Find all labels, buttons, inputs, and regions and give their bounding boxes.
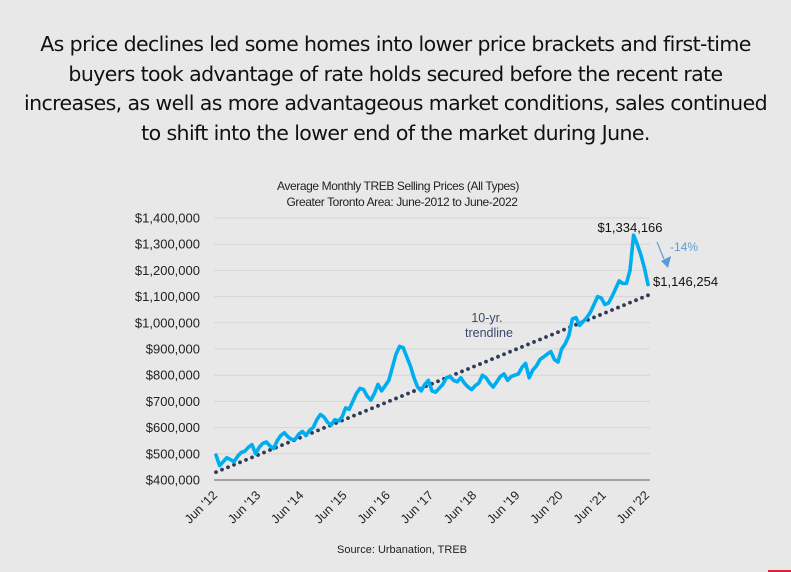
trendline-dot <box>610 308 614 312</box>
trendline-dot <box>214 470 218 475</box>
trendline-series <box>214 293 650 475</box>
x-tick-label: Jun '15 <box>312 488 350 526</box>
trendline-dot <box>616 305 620 310</box>
trendline-dot <box>388 399 392 403</box>
x-tick-label: Jun '12 <box>182 488 220 526</box>
trendline-dot <box>496 354 500 359</box>
trendline-dot <box>598 313 602 317</box>
trendline-dot <box>370 406 374 411</box>
trendline-dot <box>262 450 266 455</box>
y-tick-label: $700,000 <box>146 394 200 409</box>
y-axis-tick-labels: $400,000 $500,000 $600,000 $700,000 $800,000… <box>135 211 200 488</box>
trendline-dot <box>526 342 530 347</box>
trendline-dot <box>358 411 362 416</box>
decline-arrow-head <box>661 256 671 268</box>
trendline-label-line1: 10-yr. <box>471 311 502 325</box>
trendline-dot <box>550 332 554 337</box>
trendline-dot <box>436 379 440 384</box>
trendline-dot <box>514 347 518 352</box>
trendline-dot <box>604 310 608 315</box>
trendline-dot <box>364 408 368 413</box>
chart-title-group: Average Monthly TREB Selling Prices (All… <box>277 179 520 209</box>
trendline-dot <box>322 426 326 430</box>
y-tick-label: $900,000 <box>146 342 200 357</box>
trendline-dot <box>478 362 482 366</box>
trendline-dot <box>508 349 512 354</box>
trendline-dot <box>406 391 410 396</box>
trendline-dot <box>220 467 224 472</box>
trendline-dot <box>538 337 542 342</box>
trendline-dot <box>556 330 560 335</box>
y-tick-label: $1,300,000 <box>135 237 200 252</box>
x-tick-label: Jun '13 <box>225 488 263 526</box>
trendline-dot <box>400 394 404 398</box>
trendline-dot <box>634 298 638 303</box>
trendline-dot <box>226 465 230 470</box>
trendline-dot <box>532 340 536 344</box>
y-tick-label: $1,400,000 <box>135 211 200 226</box>
annotations: 10-yr. trendline $1,334,166 $1,146,254 -… <box>465 220 718 340</box>
trendline-dot <box>520 344 524 349</box>
latest-value-label: $1,146,254 <box>653 274 718 289</box>
x-tick-label: Jun '21 <box>571 488 609 526</box>
y-tick-label: $1,200,000 <box>135 263 200 278</box>
trendline-dot <box>352 413 356 418</box>
y-tick-label: $400,000 <box>146 473 200 488</box>
trendline-dot <box>250 455 254 460</box>
accent-bar <box>768 570 791 572</box>
headline-text: As price declines led some homes into lo… <box>23 32 768 145</box>
trendline-dot <box>466 367 470 371</box>
y-tick-label: $600,000 <box>146 420 200 435</box>
trendline-dot <box>394 396 398 401</box>
trendline-dot <box>268 448 272 452</box>
price-line <box>214 233 650 468</box>
trendline-dot <box>310 430 314 435</box>
trendline-dot <box>646 293 650 298</box>
decline-percent-label: -14% <box>670 240 698 254</box>
price-series <box>214 233 650 468</box>
trendline-dot <box>286 440 290 445</box>
trendline-dot <box>460 369 464 374</box>
trendline-dot <box>376 403 380 408</box>
chart-subtitle: Greater Toronto Area: June-2012 to June-… <box>286 195 518 209</box>
decline-arrow-shaft <box>656 241 665 260</box>
gridlines <box>214 217 650 481</box>
trendline-dot <box>244 457 248 462</box>
trendline-dot <box>316 428 320 433</box>
source-note: Source: Urbanation, TREB <box>337 544 467 556</box>
trendline-dot <box>502 352 506 357</box>
x-tick-label: Jun '19 <box>484 488 522 526</box>
trendline-dot <box>232 462 236 467</box>
x-tick-label: Jun '20 <box>528 488 566 526</box>
y-tick-label: $1,100,000 <box>135 289 200 304</box>
trendline-dot <box>544 335 548 339</box>
trendline-label-line2: trendline <box>465 326 513 340</box>
trendline-dot <box>346 416 350 421</box>
x-axis-tick-labels: Jun '12 Jun '13 Jun '14 Jun '15 Jun '16 Jun '… <box>182 488 652 526</box>
y-tick-label: $500,000 <box>146 446 200 461</box>
peak-value-label: $1,334,166 <box>597 220 662 235</box>
x-tick-label: Jun '22 <box>614 488 652 526</box>
trendline-dot <box>412 389 416 393</box>
y-tick-label: $1,000,000 <box>135 315 200 330</box>
chart-title: Average Monthly TREB Selling Prices (All… <box>277 179 519 193</box>
trendline-dot <box>562 327 566 332</box>
trendline-dot <box>622 303 626 308</box>
trendline-dot <box>640 295 644 300</box>
trendline-dot <box>382 401 386 406</box>
x-tick-label: Jun '18 <box>441 488 479 526</box>
x-tick-label: Jun '14 <box>268 488 306 526</box>
x-tick-label: Jun '16 <box>355 488 393 526</box>
trendline-dot <box>238 460 242 465</box>
trendline-dot <box>628 300 632 305</box>
trendline-dot <box>472 364 476 369</box>
y-tick-label: $800,000 <box>146 368 200 383</box>
trendline-dot <box>592 315 596 320</box>
x-tick-label: Jun '17 <box>398 488 436 526</box>
trendline-dot <box>454 371 458 376</box>
trendline-dot <box>490 357 494 362</box>
trendline-dot <box>484 359 488 364</box>
trendline-dot <box>280 443 284 448</box>
